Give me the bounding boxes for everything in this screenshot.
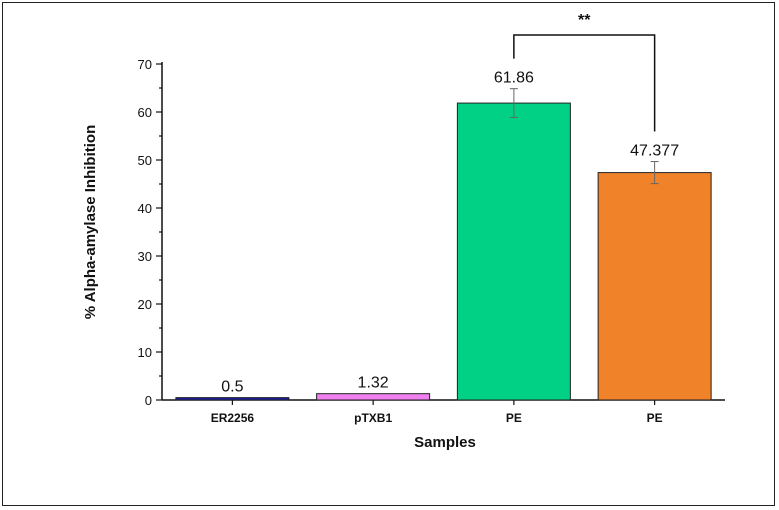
x-axis: ER2256 pTXB1 PE PE xyxy=(162,399,725,425)
y-axis-title: % Alpha-amylase Inhibition xyxy=(82,125,99,319)
y-tick-label: 10 xyxy=(138,345,152,360)
x-axis-title: Samples xyxy=(414,434,476,451)
bar xyxy=(175,397,290,401)
data-label: 1.32 xyxy=(358,375,389,392)
bars-group xyxy=(175,88,712,401)
bar xyxy=(316,393,431,401)
significance-annotation: ** xyxy=(513,12,656,132)
bar xyxy=(456,102,571,401)
significance-bracket xyxy=(513,34,656,132)
y-tick-label: 30 xyxy=(138,249,152,264)
y-tick-label: 70 xyxy=(138,57,152,72)
data-label: 0.5 xyxy=(221,379,243,396)
y-tick-label: 50 xyxy=(138,153,152,168)
category-label: ER2256 xyxy=(211,411,255,425)
significance-label: ** xyxy=(578,12,591,29)
data-label: 61.86 xyxy=(494,70,534,87)
y-tick-label: 40 xyxy=(138,201,152,216)
category-label: PE xyxy=(647,411,663,425)
y-axis: 0 10 20 30 40 50 60 70 xyxy=(138,57,163,408)
category-label: pTXB1 xyxy=(354,411,392,425)
bar xyxy=(597,172,712,401)
y-tick-label: 0 xyxy=(145,393,152,408)
y-tick-label: 60 xyxy=(138,105,152,120)
labels-group: 0.5 1.32 61.86 47.377 xyxy=(221,70,679,396)
category-label: PE xyxy=(506,411,522,425)
data-label: 47.377 xyxy=(630,143,679,160)
y-tick-label: 20 xyxy=(138,297,152,312)
